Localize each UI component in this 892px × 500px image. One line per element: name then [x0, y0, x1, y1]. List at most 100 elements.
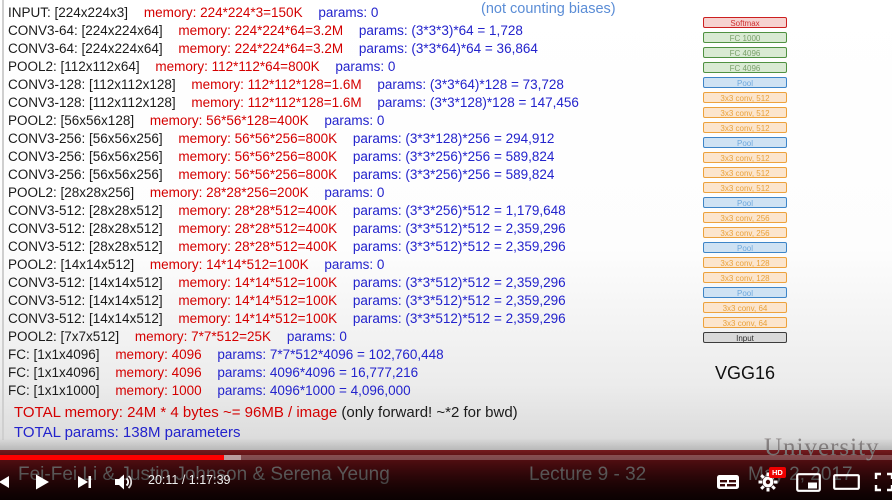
controls-gradient [0, 438, 892, 500]
layer-row: CONV3-512: [14x14x512] memory: 14*14*512… [8, 292, 579, 310]
layer-row: CONV3-128: [112x112x128] memory: 112*112… [8, 94, 579, 112]
layer-name: POOL2: [14x14x512] [8, 257, 135, 272]
layer-name: CONV3-256: [56x56x256] [8, 149, 163, 164]
layer-memory: memory: 28*28*256=200K [149, 185, 309, 200]
theater-icon [832, 474, 860, 490]
layer-memory: memory: 224*224*64=3.2M [178, 41, 344, 56]
next-icon [76, 474, 92, 490]
layer-params: params: 4096*4096 = 16,777,216 [217, 365, 419, 380]
layer-name: CONV3-512: [14x14x512] [8, 293, 163, 308]
layer-params: params: 0 [286, 329, 347, 344]
layer-params: params: 4096*1000 = 4,096,000 [217, 383, 411, 398]
layer-memory: memory: 28*28*512=400K [178, 203, 338, 218]
layer-params: params: (3*3*256)*256 = 589,824 [352, 149, 555, 164]
layer-memory: memory: 56*56*256=800K [178, 131, 338, 146]
diagram-layer: 3x3 conv, 512 [703, 182, 787, 193]
layer-row: FC: [1x1x4096] memory: 4096 params: 7*7*… [8, 346, 579, 364]
layer-memory: memory: 7*7*512=25K [134, 329, 272, 344]
layer-row: POOL2: [56x56x128] memory: 56*56*128=400… [8, 112, 579, 130]
layer-params: params: 7*7*512*4096 = 102,760,448 [217, 347, 444, 362]
layer-name: POOL2: [28x28x256] [8, 185, 135, 200]
layer-name: FC: [1x1x4096] [8, 347, 100, 362]
layer-memory: memory: 224*224*3=150K [143, 5, 303, 20]
layer-row: CONV3-512: [28x28x512] memory: 28*28*512… [8, 238, 579, 256]
theater-button[interactable] [832, 471, 860, 493]
diagram-layer: Pool [703, 197, 787, 208]
diagram-layer: 3x3 conv, 256 [703, 227, 787, 238]
slide-left-edge [2, 0, 4, 440]
layer-row: POOL2: [28x28x256] memory: 28*28*256=200… [8, 184, 579, 202]
vgg16-diagram: Softmax FC 1000 FC 4096 FC 4096 Pool 3x3 conv… [703, 17, 787, 347]
layer-params: params: (3*3*512)*512 = 2,359,296 [352, 239, 566, 254]
diagram-layer: Pool [703, 77, 787, 88]
layer-memory: memory: 4096 [115, 347, 202, 362]
captions-icon [716, 473, 740, 491]
layer-params: params: (3*3*512)*512 = 2,359,296 [352, 293, 566, 308]
layer-memory: memory: 14*14*512=100K [178, 311, 338, 326]
layer-name: INPUT: [224x224x3] [8, 5, 129, 20]
diagram-layer: Input [703, 332, 787, 343]
captions-button[interactable] [716, 471, 740, 493]
layer-row: CONV3-256: [56x56x256] memory: 56*56*256… [8, 130, 579, 148]
fullscreen-button[interactable] [872, 471, 892, 493]
diagram-layer: 3x3 conv, 64 [703, 317, 787, 328]
layer-row: CONV3-256: [56x56x256] memory: 56*56*256… [8, 166, 579, 184]
layer-params: params: 0 [335, 59, 396, 74]
layer-row: CONV3-128: [112x112x128] memory: 112*112… [8, 76, 579, 94]
layer-row: CONV3-256: [56x56x256] memory: 56*56*256… [8, 148, 579, 166]
previous-button[interactable] [0, 471, 16, 493]
layer-row: FC: [1x1x1000] memory: 1000 params: 4096… [8, 382, 579, 400]
miniplayer-icon [795, 472, 821, 492]
layer-params: params: (3*3*3)*64 = 1,728 [358, 23, 523, 38]
layer-memory: memory: 112*112*128=1.6M [191, 95, 362, 110]
volume-icon [113, 473, 135, 491]
diagram-layer: 3x3 conv, 64 [703, 302, 787, 313]
slide-background [0, 0, 892, 452]
layer-memory: memory: 224*224*64=3.2M [178, 23, 344, 38]
fullscreen-icon [874, 472, 892, 492]
layer-row: CONV3-64: [224x224x64] memory: 224*224*6… [8, 40, 579, 58]
next-button[interactable] [72, 471, 96, 493]
layer-params: params: (3*3*64)*64 = 36,864 [358, 41, 538, 56]
diagram-layer: Pool [703, 242, 787, 253]
layer-params: params: 0 [324, 257, 385, 272]
played-bar [0, 455, 224, 460]
play-icon [33, 473, 51, 491]
layer-name: CONV3-64: [224x224x64] [8, 41, 163, 56]
layer-memory: memory: 28*28*512=400K [178, 239, 338, 254]
layer-row: CONV3-512: [14x14x512] memory: 14*14*512… [8, 274, 579, 292]
layer-memory: memory: 14*14*512=100K [178, 293, 338, 308]
layer-name: CONV3-512: [28x28x512] [8, 239, 163, 254]
layer-name: FC: [1x1x1000] [8, 383, 100, 398]
seek-bar[interactable] [0, 455, 892, 460]
layer-params: params: (3*3*512)*512 = 2,359,296 [352, 221, 566, 236]
layer-memory: memory: 28*28*512=400K [178, 221, 338, 236]
biases-note: (not counting biases) [481, 1, 616, 17]
layer-name: POOL2: [56x56x128] [8, 113, 135, 128]
layer-name: POOL2: [7x7x512] [8, 329, 120, 344]
volume-button[interactable] [112, 471, 136, 493]
diagram-layer: 3x3 conv, 512 [703, 167, 787, 178]
layer-name: CONV3-512: [14x14x512] [8, 311, 163, 326]
layer-name: CONV3-512: [28x28x512] [8, 221, 163, 236]
layer-memory: memory: 56*56*256=800K [178, 167, 338, 182]
diagram-layer: 3x3 conv, 512 [703, 92, 787, 103]
previous-icon [0, 474, 12, 490]
total-params-line: TOTAL params: 138M parameters [14, 424, 241, 441]
layer-params: params: (3*3*256)*512 = 1,179,648 [352, 203, 566, 218]
play-button[interactable] [30, 471, 54, 493]
layer-name: CONV3-512: [14x14x512] [8, 275, 163, 290]
layer-name: POOL2: [112x112x64] [8, 59, 140, 74]
layer-params: params: (3*3*128)*256 = 294,912 [352, 131, 555, 146]
layer-row: CONV3-512: [28x28x512] memory: 28*28*512… [8, 220, 579, 238]
layer-memory: memory: 112*112*64=800K [155, 59, 320, 74]
layer-name: CONV3-128: [112x112x128] [8, 77, 176, 92]
hd-quality-badge: HD [769, 467, 786, 478]
layer-params: params: (3*3*512)*512 = 2,359,296 [352, 311, 566, 326]
layer-params: params: 0 [324, 113, 385, 128]
layer-memory: memory: 56*56*256=800K [178, 149, 338, 164]
layer-memory: memory: 14*14*512=100K [149, 257, 309, 272]
layer-row: POOL2: [14x14x512] memory: 14*14*512=100… [8, 256, 579, 274]
diagram-title: VGG16 [714, 363, 776, 383]
miniplayer-button[interactable] [795, 471, 821, 493]
